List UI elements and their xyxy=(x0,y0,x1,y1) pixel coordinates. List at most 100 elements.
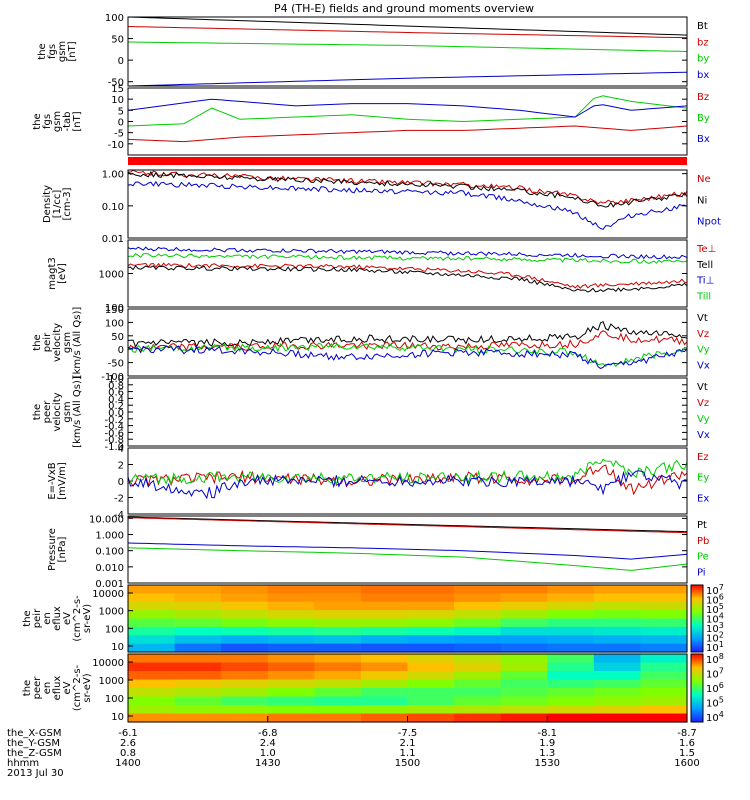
colorbar-tick-label: 105 xyxy=(706,696,724,710)
y-tick-label: 4 xyxy=(118,444,124,455)
heatmap-cell xyxy=(454,671,502,681)
heatmap-cell xyxy=(454,713,502,723)
heatmap-cell xyxy=(407,705,455,715)
legend-label: Pt xyxy=(697,520,707,531)
heatmap-cell xyxy=(128,601,176,611)
heatmap-cell xyxy=(500,654,548,664)
heatmap-cell xyxy=(593,654,642,664)
colorbar-tick-label: 103 xyxy=(706,621,724,635)
heatmap-cell xyxy=(547,626,595,636)
ylabel-line: sr-eV) xyxy=(82,673,93,702)
heatmap-cell xyxy=(593,610,642,620)
y-tick-label: 10.000 xyxy=(89,514,124,525)
heatmap-cell xyxy=(128,593,176,603)
heatmap-cell xyxy=(547,635,595,645)
heatmap-cell xyxy=(128,705,176,715)
colorbar xyxy=(690,584,704,653)
heatmap-cell xyxy=(500,593,548,603)
heatmap-cell xyxy=(314,696,362,706)
ylabel-line: gsm xyxy=(57,41,68,62)
series-line-till xyxy=(127,252,688,264)
series-line-pi xyxy=(127,542,688,560)
footer-row-label: the_Z-GSM xyxy=(7,748,62,759)
heatmap-cell xyxy=(454,635,502,645)
y-tick-label: 0 xyxy=(118,345,124,356)
ylabel-line: velocity xyxy=(52,392,63,431)
footer-row-label: the_X-GSM xyxy=(7,728,61,739)
y-tick-label: 1.00 xyxy=(102,170,124,181)
heatmap-cell xyxy=(267,593,315,603)
ylabel-line: [cm-3] xyxy=(62,187,73,220)
y-tick-label: -4 xyxy=(114,510,124,521)
footer-date: 2013 Jul 30 xyxy=(7,768,64,779)
legend-label: Ez xyxy=(697,452,709,463)
y-tick-label: -5 xyxy=(114,129,124,140)
panel-1: the fgs gsm [nT] 100 50 0 -50 Bt bz by bx xyxy=(37,13,709,89)
heatmap-cell xyxy=(454,618,502,628)
legend-label: Bx xyxy=(697,134,710,145)
footer-value: 1530 xyxy=(535,758,560,769)
heatmap-cell xyxy=(267,671,315,681)
figure-title: P4 (TH-E) fields and ground moments over… xyxy=(274,2,534,15)
ylabel-line: the xyxy=(22,680,33,696)
heatmap-cell xyxy=(267,662,315,672)
heatmap-cell xyxy=(640,679,688,689)
panel-7: E=-VxB [mV/m] 4 2 0 -2 -4 Ez Ey Ex xyxy=(47,444,709,521)
heatmap-cell xyxy=(500,610,548,620)
heatmap-cell xyxy=(500,713,548,723)
y-tick-label: 1000 xyxy=(99,270,124,281)
legend-label: Ni xyxy=(697,195,707,206)
footer-value: 2.1 xyxy=(400,738,416,749)
footer-value: 2.4 xyxy=(260,738,276,749)
legend-label: bz xyxy=(697,37,709,48)
heatmap-cell xyxy=(407,643,455,653)
heatmap-cell xyxy=(547,654,595,664)
heatmap-cell xyxy=(221,618,269,628)
footer-value: 1.1 xyxy=(400,748,416,759)
heatmap-cell xyxy=(221,601,269,611)
heatmap-cell xyxy=(407,601,455,611)
heatmap-cell xyxy=(174,696,222,706)
heatmap-cell xyxy=(174,662,222,672)
heatmap-cell xyxy=(593,593,642,603)
heatmap-cell xyxy=(128,626,176,636)
heatmap-cell xyxy=(174,610,222,620)
footer-value: 2.6 xyxy=(120,738,136,749)
footer-value: 1.9 xyxy=(539,738,555,749)
heatmap-cell xyxy=(640,671,688,681)
heatmap-cell xyxy=(593,626,642,636)
y-tick-label: 100 xyxy=(105,318,124,329)
heatmap-cell xyxy=(500,618,548,628)
heatmap-cell xyxy=(407,688,455,698)
y-tick-label: 0.2 xyxy=(108,401,124,412)
legend-label: Ti⊥ xyxy=(696,276,714,287)
heatmap-cell xyxy=(547,688,595,698)
y-tick-label: 1000 xyxy=(99,676,124,687)
heatmap-cell xyxy=(593,635,642,645)
ylabel-line: magt3 xyxy=(47,257,58,290)
heatmap-cell xyxy=(500,679,548,689)
y-tick-label: 0 xyxy=(118,56,124,67)
footer-value: -7.5 xyxy=(398,728,418,739)
series-line-bz xyxy=(127,26,688,39)
heatmap-cell xyxy=(267,601,315,611)
footer-value: 1.0 xyxy=(260,748,276,759)
colorbar-tick-label: 106 xyxy=(706,681,724,695)
colorbar-tick-label: 106 xyxy=(706,593,724,607)
heatmap-cell xyxy=(360,643,409,653)
heatmap-cell xyxy=(221,585,269,594)
heatmap-cell xyxy=(547,696,595,706)
series-line-by xyxy=(127,41,688,52)
series-line-vx xyxy=(127,345,688,370)
series-line-pe xyxy=(127,547,688,571)
heatmap-cell xyxy=(221,654,269,664)
heatmap-cell xyxy=(221,671,269,681)
series-line-ni xyxy=(127,170,688,208)
heatmap-cell xyxy=(547,671,595,681)
heatmap-cell xyxy=(500,643,548,653)
heatmap-cell xyxy=(174,601,222,611)
legend-label: Vy xyxy=(697,345,710,356)
y-tick-label: 10000 xyxy=(92,658,124,669)
heatmap-cell xyxy=(500,662,548,672)
ylabel-line: [nT] xyxy=(72,111,83,131)
